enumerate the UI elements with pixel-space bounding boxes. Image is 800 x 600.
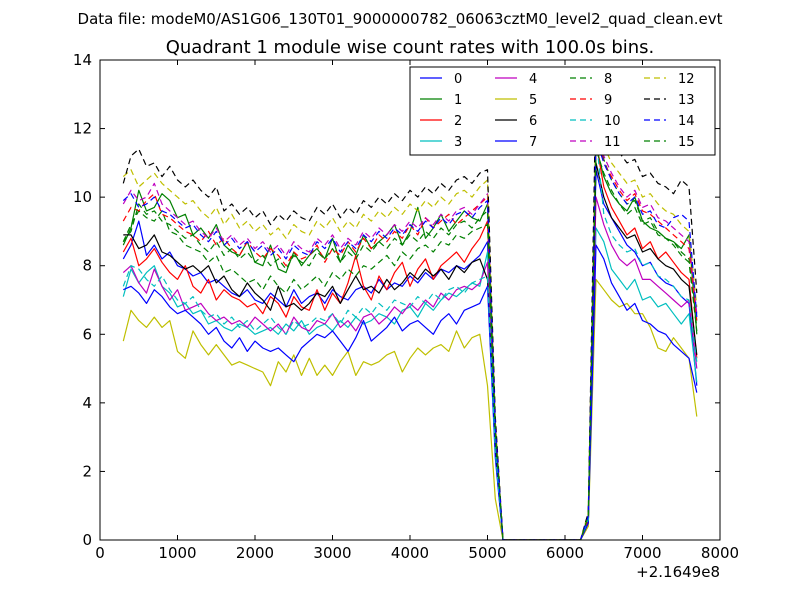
series-line-13 [122, 83, 698, 540]
legend-label-8: 8 [604, 72, 612, 87]
legend-label-10: 10 [604, 114, 621, 129]
legend-label-4: 4 [529, 72, 537, 87]
legend-label-15: 15 [678, 135, 695, 150]
legend-label-9: 9 [604, 93, 612, 108]
x-offset-label: +2.1649e8 [636, 563, 720, 581]
x-tick-label: 0 [95, 544, 105, 562]
legend-label-3: 3 [454, 135, 462, 150]
chart-title: Quadrant 1 module wise count rates with … [166, 37, 655, 58]
x-tick-label: 2000 [236, 544, 274, 562]
legend-label-14: 14 [678, 114, 695, 129]
data-file-label: Data file: modeM0/AS1G06_130T01_90000007… [78, 10, 723, 29]
y-tick-label: 14 [73, 51, 92, 69]
x-tick-label: 8000 [701, 544, 739, 562]
legend-label-2: 2 [454, 114, 462, 129]
legend-label-6: 6 [529, 114, 537, 129]
x-tick-label: 7000 [623, 544, 661, 562]
series-line-4 [122, 196, 698, 540]
series-line-15 [122, 148, 698, 540]
plot-area: 0 1000 2000 3000 4000 5000 6000 7000 80000246810… [73, 51, 739, 581]
y-tick-label: 0 [82, 531, 92, 549]
series-line-10 [122, 134, 698, 540]
legend-label-5: 5 [529, 93, 537, 108]
x-tick-label: 3000 [313, 544, 351, 562]
series-line-12 [122, 114, 698, 540]
series-group [122, 83, 698, 540]
legend-label-0: 0 [454, 72, 462, 87]
legend-label-11: 11 [604, 135, 621, 150]
series-line-7 [123, 244, 698, 540]
y-tick-label: 6 [82, 325, 92, 343]
series-line-5 [122, 278, 698, 540]
legend-label-7: 7 [529, 135, 537, 150]
y-tick-label: 10 [73, 188, 92, 206]
x-tick-label: 1000 [158, 544, 196, 562]
series-line-2 [122, 141, 698, 540]
y-tick-label: 4 [82, 394, 92, 412]
legend-label-1: 1 [454, 93, 462, 108]
series-line-11 [122, 134, 698, 540]
x-tick-label: 4000 [391, 544, 429, 562]
series-line-3 [122, 227, 698, 540]
y-tick-label: 8 [82, 257, 92, 275]
y-tick-label: 12 [73, 120, 92, 138]
series-line-6 [123, 162, 698, 540]
legend-box [409, 66, 716, 156]
legend-label-13: 13 [678, 93, 695, 108]
x-tick-label: 5000 [468, 544, 506, 562]
x-tick-label: 6000 [546, 544, 584, 562]
series-line-9 [122, 128, 698, 540]
y-tick-label: 2 [82, 462, 92, 480]
legend-label-12: 12 [678, 72, 695, 87]
